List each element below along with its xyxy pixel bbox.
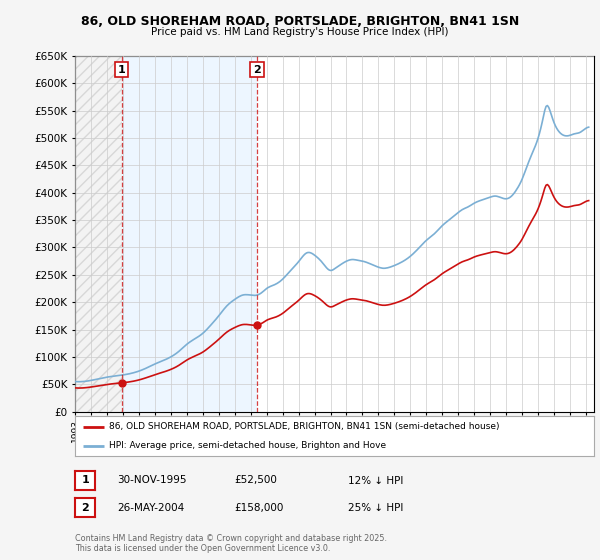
Text: 1: 1: [118, 64, 125, 74]
Text: Price paid vs. HM Land Registry's House Price Index (HPI): Price paid vs. HM Land Registry's House …: [151, 27, 449, 38]
Text: 25% ↓ HPI: 25% ↓ HPI: [348, 503, 403, 513]
Text: 2: 2: [253, 64, 261, 74]
Text: 86, OLD SHOREHAM ROAD, PORTSLADE, BRIGHTON, BN41 1SN (semi-detached house): 86, OLD SHOREHAM ROAD, PORTSLADE, BRIGHT…: [109, 422, 499, 431]
Bar: [122, 56, 257, 412]
Text: Contains HM Land Registry data © Crown copyright and database right 2025.
This d: Contains HM Land Registry data © Crown c…: [75, 534, 387, 553]
Text: 26-MAY-2004: 26-MAY-2004: [117, 503, 184, 513]
Text: 2: 2: [82, 503, 89, 513]
Text: HPI: Average price, semi-detached house, Brighton and Hove: HPI: Average price, semi-detached house,…: [109, 441, 386, 450]
Text: 86, OLD SHOREHAM ROAD, PORTSLADE, BRIGHTON, BN41 1SN: 86, OLD SHOREHAM ROAD, PORTSLADE, BRIGHT…: [81, 15, 519, 28]
Text: £158,000: £158,000: [234, 503, 283, 513]
Text: 12% ↓ HPI: 12% ↓ HPI: [348, 475, 403, 486]
Bar: [75, 56, 122, 412]
Text: £52,500: £52,500: [234, 475, 277, 486]
Text: 1: 1: [82, 475, 89, 486]
Text: 30-NOV-1995: 30-NOV-1995: [117, 475, 187, 486]
